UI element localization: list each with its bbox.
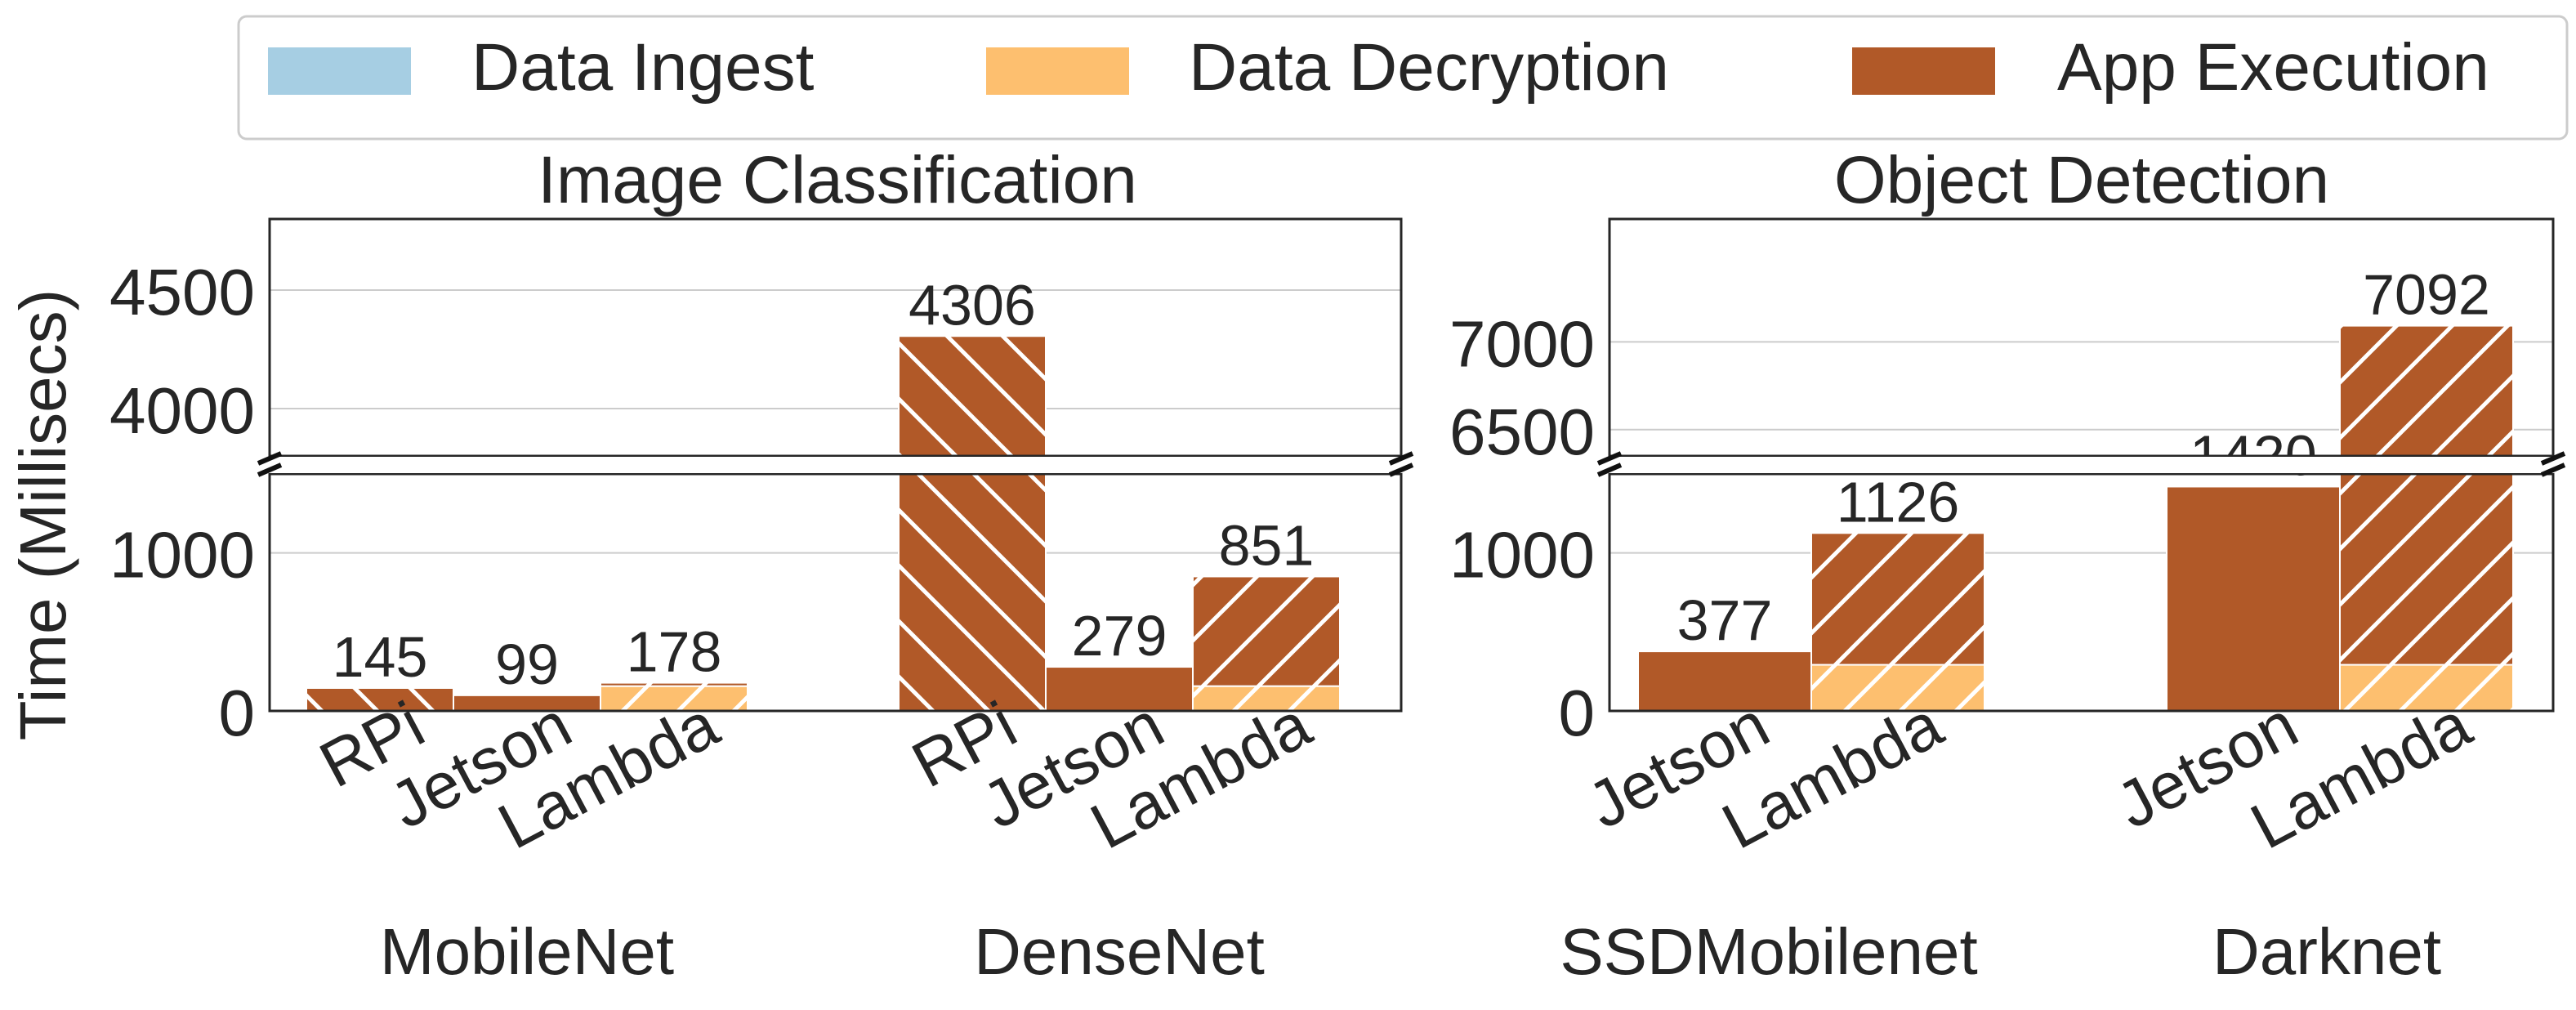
legend-swatch-data-decryption [986, 47, 1129, 95]
axis-frame-lower [268, 472, 1403, 713]
value-label-darknet-lambda: 7092 [2363, 263, 2490, 327]
axis-frame-upper [1608, 217, 2555, 458]
legend-label-data-ingest: Data Ingest [471, 30, 815, 105]
group-label-mobilenet: MobileNet [380, 915, 674, 988]
y-tick-label: 1000 [109, 519, 255, 592]
value-label-ssdmobilenet-lambda: 1126 [1837, 470, 1960, 534]
legend-swatch-app-execution [1852, 47, 1995, 95]
bar-darknet-lambda-data-decryption-hatch [2340, 664, 2513, 711]
axis-break-gap [1606, 457, 2556, 473]
axis-break-mark-left [257, 451, 283, 477]
value-label-densenet-lambda: 851 [1219, 513, 1315, 577]
legend-label-app-execution: App Execution [2057, 30, 2489, 105]
bar-densenet-rpi-app-execution-hatch [899, 474, 1046, 711]
y-tick-label: 0 [1559, 677, 1596, 749]
bar-densenet-rpi-app-execution-hatch [899, 336, 1046, 456]
y-tick-label: 0 [219, 677, 256, 749]
group-label-ssdmobilenet: SSDMobilenet [1560, 915, 1977, 988]
axis-frame-upper [268, 217, 1403, 458]
legend-frame [237, 15, 2569, 141]
panel-image-classification: 4000450001000145RPi99Jetson178Lambda4306… [109, 217, 1414, 863]
y-tick-label: 1000 [1449, 519, 1595, 592]
axis-frame-lower [1608, 472, 2555, 713]
bar-ssdmobilenet-lambda-data-decryption-hatch [1811, 664, 1984, 711]
value-label-mobilenet-rpi: 145 [333, 625, 428, 689]
axis-break-gap [266, 457, 1404, 473]
axis-break-mark-right [1388, 451, 1414, 477]
value-label-densenet-jetson: 279 [1072, 604, 1167, 668]
value-label-ssdmobilenet-jetson: 377 [1677, 588, 1773, 652]
axis-break-mark-left [1596, 451, 1623, 477]
legend-label-data-decryption: Data Decryption [1189, 30, 1669, 105]
panel-title-image-classification: Image Classification [538, 143, 1137, 217]
value-label-mobilenet-jetson: 99 [495, 632, 559, 696]
legend-swatch-data-ingest [268, 47, 411, 95]
bar-darknet-lambda-app-execution-hatch [2340, 474, 2513, 665]
bar-mobilenet-lambda-data-decryption-hatch [600, 686, 748, 711]
bar-ssdmobilenet-lambda-app-execution-hatch [1811, 533, 1984, 665]
value-label-mobilenet-lambda: 178 [627, 620, 722, 684]
bar-darknet-lambda-app-execution-hatch [2340, 325, 2513, 456]
legend: Data Ingest Data Decryption App Executio… [237, 15, 2569, 141]
y-tick-label: 4000 [109, 374, 255, 447]
y-tick-label: 6500 [1449, 396, 1595, 468]
axis-break-mark-right [2540, 451, 2566, 477]
bar-mobilenet-lambda-app-execution-hatch [600, 682, 748, 686]
bar-darknet-jetson-app-execution [2166, 485, 2341, 712]
bar-densenet-lambda-app-execution-hatch [1193, 576, 1340, 686]
y-tick-label: 7000 [1449, 307, 1595, 380]
panel-title-object-detection: Object Detection [1834, 143, 2329, 217]
y-tick-label: 4500 [109, 256, 255, 328]
value-label-densenet-rpi: 4306 [909, 273, 1036, 337]
group-label-darknet: Darknet [2212, 915, 2441, 988]
panel-object-detection: 6500700001000377Jetson1126Lambda1420Jets… [1449, 217, 2566, 863]
bar-densenet-jetson-app-execution [1045, 666, 1194, 712]
bar-densenet-lambda-data-decryption-hatch [1193, 686, 1340, 711]
bar-mobilenet-rpi-app-execution-hatch [306, 687, 453, 711]
group-label-densenet: DenseNet [974, 915, 1265, 988]
y-axis-label: Time (Millisecs) [7, 289, 79, 741]
